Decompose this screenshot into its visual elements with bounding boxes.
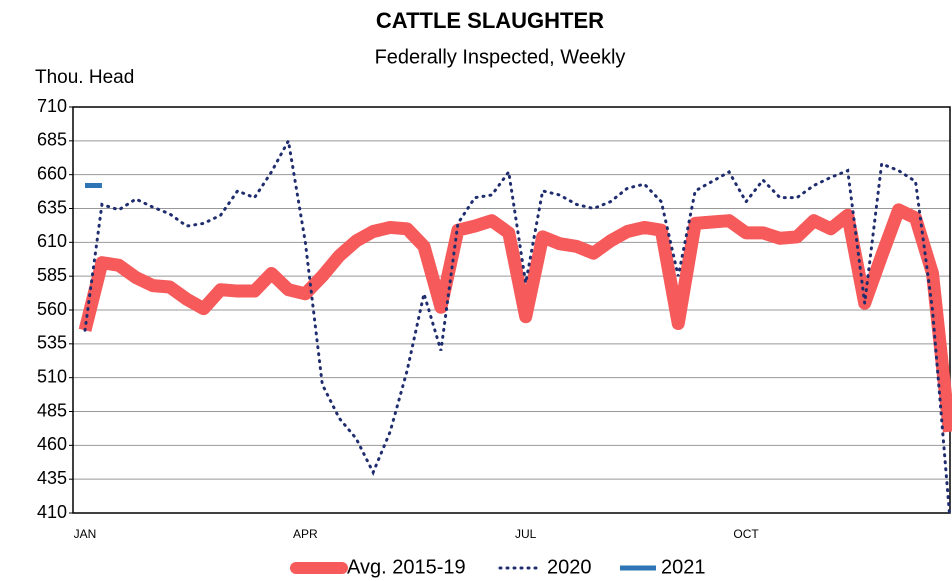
y-tick-label: 610: [37, 231, 67, 251]
y-tick-label: 435: [37, 468, 67, 488]
y-tick-label: 585: [37, 265, 67, 285]
chart-title: CATTLE SLAUGHTER: [376, 8, 604, 33]
y-tick-label: 685: [37, 130, 67, 150]
x-tick-label: OCT: [733, 527, 759, 541]
y-tick-label: 710: [37, 96, 67, 116]
legend-label: 2020: [547, 556, 592, 578]
legend-label: 2021: [661, 556, 706, 578]
y-tick-label: 460: [37, 434, 67, 454]
chart-subtitle: Federally Inspected, Weekly: [375, 46, 626, 68]
plot-frame: [72, 106, 951, 514]
y-tick-label: 560: [37, 299, 67, 319]
x-tick-label: JAN: [74, 527, 97, 541]
y-tick-label: 410: [37, 502, 67, 522]
series-line: [83, 136, 951, 515]
y-tick-label: 535: [37, 333, 67, 353]
y-axis-label: Thou. Head: [35, 67, 134, 88]
legend-label: Avg. 2015-19: [347, 556, 466, 578]
y-tick-label: 660: [37, 163, 67, 183]
series-line: [78, 203, 952, 433]
x-tick-label: APR: [293, 527, 318, 541]
x-tick-label: JUL: [515, 527, 537, 541]
y-tick-label: 510: [37, 366, 67, 386]
y-tick-label: 485: [37, 400, 67, 420]
y-tick-label: 635: [37, 197, 67, 217]
